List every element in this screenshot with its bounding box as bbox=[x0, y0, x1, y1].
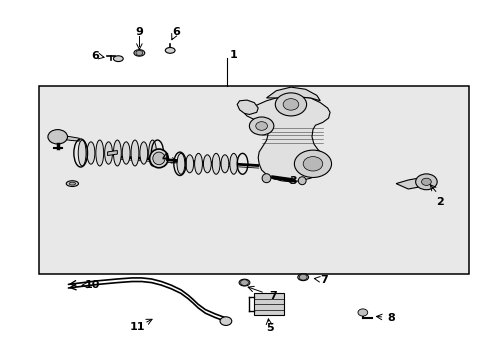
Ellipse shape bbox=[229, 153, 237, 174]
Ellipse shape bbox=[298, 177, 305, 185]
Circle shape bbox=[299, 274, 306, 280]
Text: 5: 5 bbox=[265, 323, 273, 333]
Ellipse shape bbox=[66, 181, 78, 186]
Circle shape bbox=[255, 122, 267, 130]
Text: 7: 7 bbox=[319, 275, 327, 285]
Ellipse shape bbox=[177, 153, 184, 174]
Ellipse shape bbox=[203, 155, 211, 173]
Circle shape bbox=[357, 309, 367, 316]
Ellipse shape bbox=[96, 140, 103, 166]
Text: 2: 2 bbox=[435, 197, 443, 207]
Circle shape bbox=[275, 93, 306, 116]
Ellipse shape bbox=[87, 142, 95, 164]
Ellipse shape bbox=[131, 140, 139, 166]
Polygon shape bbox=[395, 178, 424, 189]
Ellipse shape bbox=[113, 56, 123, 62]
Ellipse shape bbox=[221, 155, 228, 173]
Ellipse shape bbox=[148, 140, 156, 166]
Circle shape bbox=[283, 99, 298, 110]
Ellipse shape bbox=[239, 279, 249, 286]
Polygon shape bbox=[58, 135, 79, 141]
Text: 10: 10 bbox=[84, 280, 100, 290]
Ellipse shape bbox=[297, 274, 308, 281]
Ellipse shape bbox=[152, 152, 165, 165]
Ellipse shape bbox=[104, 142, 112, 164]
Text: 3: 3 bbox=[289, 176, 297, 186]
Circle shape bbox=[240, 280, 248, 285]
Ellipse shape bbox=[122, 142, 130, 164]
Text: 9: 9 bbox=[135, 27, 143, 37]
Ellipse shape bbox=[69, 182, 75, 185]
Ellipse shape bbox=[185, 155, 193, 173]
Ellipse shape bbox=[113, 140, 121, 166]
Text: 6: 6 bbox=[91, 51, 99, 61]
Ellipse shape bbox=[140, 142, 147, 164]
Polygon shape bbox=[244, 96, 329, 182]
Ellipse shape bbox=[134, 50, 144, 56]
Circle shape bbox=[48, 130, 67, 144]
Circle shape bbox=[421, 178, 430, 185]
Circle shape bbox=[136, 50, 142, 55]
Circle shape bbox=[220, 317, 231, 325]
Text: 7: 7 bbox=[268, 291, 276, 301]
Polygon shape bbox=[237, 100, 258, 114]
Circle shape bbox=[415, 174, 436, 190]
Text: 4: 4 bbox=[161, 153, 169, 163]
Polygon shape bbox=[107, 150, 117, 156]
Text: 6: 6 bbox=[172, 27, 180, 37]
Circle shape bbox=[303, 157, 322, 171]
Text: 8: 8 bbox=[386, 312, 394, 323]
Bar bbox=[254, 293, 283, 315]
Circle shape bbox=[294, 150, 331, 177]
Text: 1: 1 bbox=[229, 50, 237, 60]
Bar bbox=[39, 86, 468, 274]
Text: 11: 11 bbox=[130, 322, 145, 332]
Ellipse shape bbox=[212, 153, 220, 174]
Circle shape bbox=[249, 117, 273, 135]
Ellipse shape bbox=[262, 174, 270, 183]
Ellipse shape bbox=[78, 140, 86, 166]
Polygon shape bbox=[266, 87, 320, 101]
Ellipse shape bbox=[149, 149, 168, 168]
Ellipse shape bbox=[194, 153, 202, 174]
Ellipse shape bbox=[165, 48, 175, 53]
